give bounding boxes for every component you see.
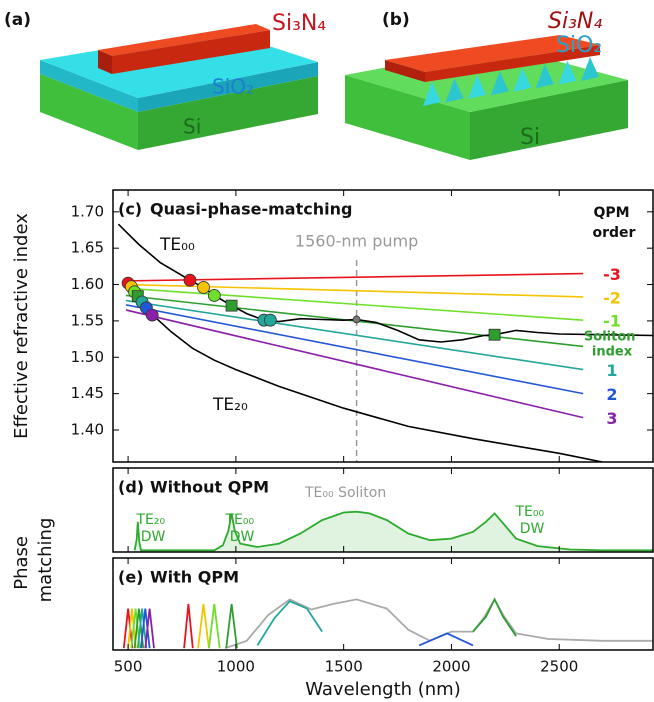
panel-title: Without QPM <box>150 478 269 497</box>
marker <box>198 281 210 293</box>
series-label: 1 <box>606 361 617 380</box>
series-line <box>126 310 583 418</box>
x-tick-label: 1500 <box>325 658 363 676</box>
pump-label: 1560-nm pump <box>295 232 418 251</box>
x-tick-label: 1000 <box>217 658 255 676</box>
legend-title: QPM order <box>593 205 636 241</box>
plot-area <box>135 512 653 552</box>
x-axis-title: Wavelength (nm) <box>305 679 461 700</box>
panel-label: (d) <box>118 478 144 497</box>
marker <box>226 300 237 311</box>
series-label: -2 <box>603 288 621 307</box>
y-tick-label: 1.60 <box>71 275 104 293</box>
x-tick-label: 2500 <box>540 658 578 676</box>
series-label: 3 <box>606 409 617 428</box>
plot-area <box>124 599 653 648</box>
y-tick-label: 1.50 <box>71 348 104 366</box>
series-line <box>126 288 583 320</box>
y-tick-label: 1.55 <box>71 311 104 329</box>
cladding-label: SiO₂ <box>212 75 254 99</box>
y-tick-label: 1.70 <box>71 202 104 220</box>
series-line <box>126 285 583 297</box>
panel-label: (b) <box>382 10 410 30</box>
annotation: TE₀₀ DW <box>224 512 258 545</box>
marker <box>264 314 276 326</box>
series-label: -3 <box>603 265 621 284</box>
y-tick-label: 1.45 <box>71 384 104 402</box>
panel-title: With QPM <box>150 568 239 587</box>
y-axis-title: Phase matching <box>11 518 56 603</box>
series-line <box>225 599 653 648</box>
series-label: Soliton index <box>584 329 640 359</box>
panel-label: (c) <box>118 200 142 219</box>
curve <box>128 283 602 462</box>
marker <box>184 274 196 286</box>
series-label: -1 <box>603 312 621 331</box>
marker <box>353 316 360 323</box>
illustration-a: (a) Si₃N₄ SiO₂ Si <box>4 10 326 150</box>
figure: (a) Si₃N₄ SiO₂ Si (b) Si Si₃N₄SiO₂ 1560-… <box>0 0 654 702</box>
series-label: 2 <box>606 385 617 404</box>
panel-title: Quasi-phase-matching <box>150 200 352 219</box>
curve-label: TE₀₀ <box>159 235 195 255</box>
plot-area <box>118 224 653 462</box>
annotation: TE₀₀ DW <box>514 504 548 537</box>
substrate-label: Si <box>183 115 201 139</box>
y-tick-label: 1.40 <box>71 421 104 439</box>
x-tick-label: 2000 <box>432 658 470 676</box>
x-tick-label: 500 <box>114 658 143 676</box>
area <box>135 512 653 552</box>
annotation: TE₀₀ Soliton <box>304 485 386 501</box>
panel-label: (e) <box>118 568 143 587</box>
y-tick-label: 1.65 <box>71 239 104 257</box>
curve-label: TE₂₀ <box>212 395 248 415</box>
marker <box>489 329 500 340</box>
substrate-label: Si <box>520 125 540 150</box>
core-label: Si₃N₄ <box>272 11 326 36</box>
marker <box>208 289 220 301</box>
annotation: TE₂₀ DW <box>135 512 169 545</box>
panel-label: (a) <box>4 10 31 30</box>
marker <box>146 309 158 321</box>
y-axis-title: Effective refractive index <box>11 213 32 439</box>
core-label: Si₃N₄ <box>548 9 602 34</box>
cladding-label: SiO₂ <box>556 33 602 58</box>
series-line <box>126 301 583 370</box>
